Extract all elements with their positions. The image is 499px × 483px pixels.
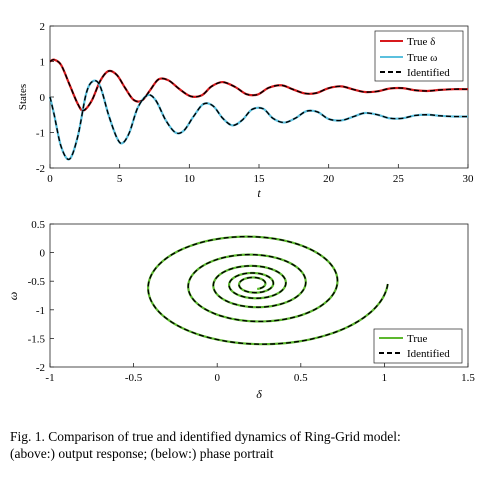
bottom-x-axis-label: δ xyxy=(256,387,262,401)
top-x-tick-label: 20 xyxy=(323,173,335,185)
bottom-axis-ticks: -1 -0.5 0 0.5 1 1.5 0.5 0 -0.5 -1 -1.5 -2 xyxy=(28,219,476,384)
bottom-legend-box xyxy=(373,328,463,364)
top-y-tick-label: 2 xyxy=(40,21,46,33)
top-y-tick-label: -1 xyxy=(36,128,45,140)
bottom-y-tick-label: -1.5 xyxy=(28,333,46,345)
bottom-x-tick-label: -1 xyxy=(45,372,54,384)
top-x-tick-label: 15 xyxy=(254,173,266,185)
spiral-identified-line xyxy=(147,235,389,345)
top-x-tick-label: 25 xyxy=(393,173,405,185)
bottom-x-tick-label: 0 xyxy=(214,372,220,384)
bottom-y-tick-label: -2 xyxy=(36,362,45,374)
top-legend: True δ True ω Identified xyxy=(374,30,464,82)
bottom-legend: True Identified xyxy=(373,328,463,364)
bottom-y-tick-label: -1 xyxy=(36,305,45,317)
top-x-axis-label: t xyxy=(257,186,261,200)
bottom-x-tick-label: 1 xyxy=(382,372,388,384)
top-y-tick-label: 1 xyxy=(40,57,46,69)
top-y-axis-label: States xyxy=(17,84,29,110)
bottom-x-tick-label: 1.5 xyxy=(461,372,475,384)
bottom-x-tick-label: 0.5 xyxy=(294,372,308,384)
phase-portrait-chart: -1 -0.5 0 0.5 1 1.5 0.5 0 -0.5 -1 -1.5 -2 δ ω True … xyxy=(6,219,475,401)
top-x-tick-label: 5 xyxy=(117,173,123,185)
top-y-tick-label: 0 xyxy=(40,92,46,104)
legend-label-true-omega: True ω xyxy=(407,52,437,64)
top-x-tick-label: 30 xyxy=(463,173,475,185)
bottom-y-tick-label: -0.5 xyxy=(28,276,46,288)
caption-line-2: (above:) output response; (below:) phase… xyxy=(10,446,274,461)
top-series-lines xyxy=(48,58,469,161)
bottom-y-tick-label: 0 xyxy=(40,248,46,260)
bottom-y-axis-label: ω xyxy=(6,292,20,300)
top-series-line-0 xyxy=(49,58,469,112)
figure-caption: Fig. 1. Comparison of true and identifie… xyxy=(10,428,492,462)
legend-label-true-delta: True δ xyxy=(407,36,435,48)
identified-dashed-line-1 xyxy=(49,79,469,161)
legend-label-identified-top: Identified xyxy=(407,67,450,79)
bottom-x-tick-label: -0.5 xyxy=(125,372,143,384)
top-y-tick-label: -2 xyxy=(36,163,45,175)
bottom-y-tick-label: 0.5 xyxy=(31,219,45,231)
legend-label-true: True xyxy=(407,333,427,345)
legend-label-identified-bottom: Identified xyxy=(407,348,450,360)
caption-line-1: Fig. 1. Comparison of true and identifie… xyxy=(10,429,401,444)
bottom-series-lines xyxy=(147,235,389,346)
top-x-tick-label: 0 xyxy=(47,173,53,185)
top-x-tick-label: 10 xyxy=(184,173,196,185)
